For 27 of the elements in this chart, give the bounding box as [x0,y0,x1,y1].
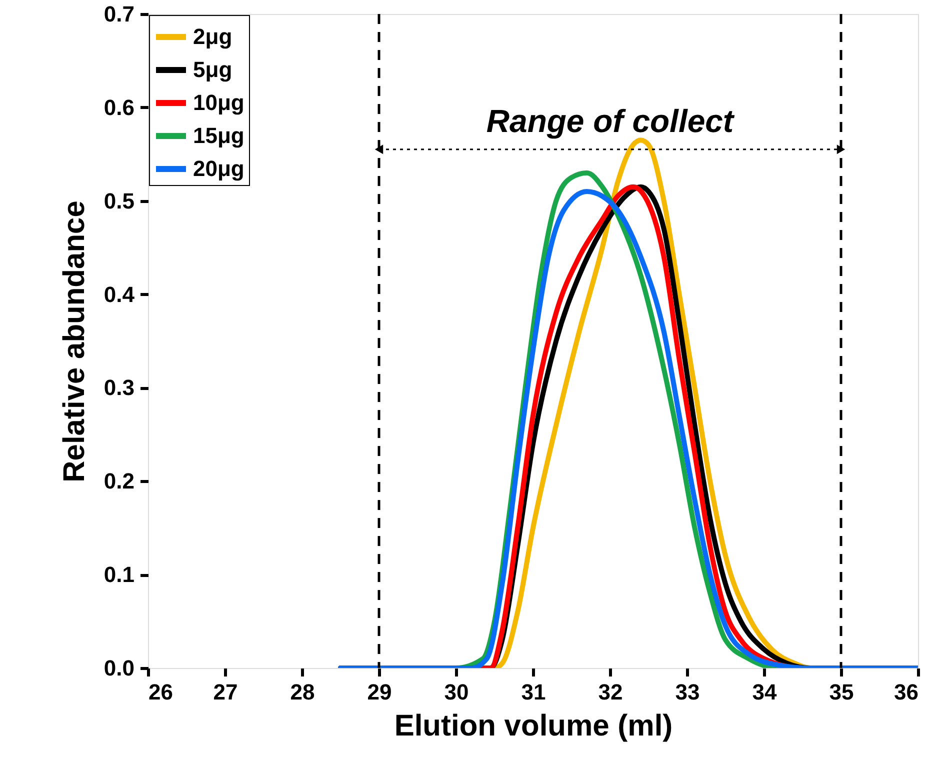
legend-label: 5μg [193,57,232,82]
x-tick-label: 27 [213,680,238,704]
y-tick-label: 0.2 [104,468,134,494]
x-axis-title: Elution volume (ml) [394,710,673,742]
x-tick-label: 31 [521,680,546,704]
y-tick-label: 0.3 [104,375,134,400]
y-tick-label: 0.0 [104,656,134,680]
legend-label: 20μg [193,156,244,181]
x-tick-label: 33 [675,680,700,704]
x-tick-label: 26 [148,680,173,704]
y-tick-label: 0.7 [104,2,134,26]
legend-label: 10μg [193,90,244,115]
x-tick-label: 36 [894,680,918,704]
y-tick-label: 0.1 [104,562,134,588]
y-tick-label: 0.6 [104,94,134,120]
legend-label: 2μg [193,24,232,49]
y-tick-label: 0.5 [104,188,134,214]
legend-label: 15μg [193,123,244,148]
annotation: Range of collect [486,102,735,139]
x-tick-label: 35 [829,680,854,704]
x-tick-label: 29 [367,680,392,704]
y-axis-title: Relative abundance [58,200,91,482]
y-tick-label: 0.4 [104,282,136,307]
x-tick-label: 30 [444,680,469,704]
x-tick-label: 32 [598,680,623,704]
x-tick-label: 28 [290,680,315,704]
x-tick-label: 34 [752,680,778,704]
